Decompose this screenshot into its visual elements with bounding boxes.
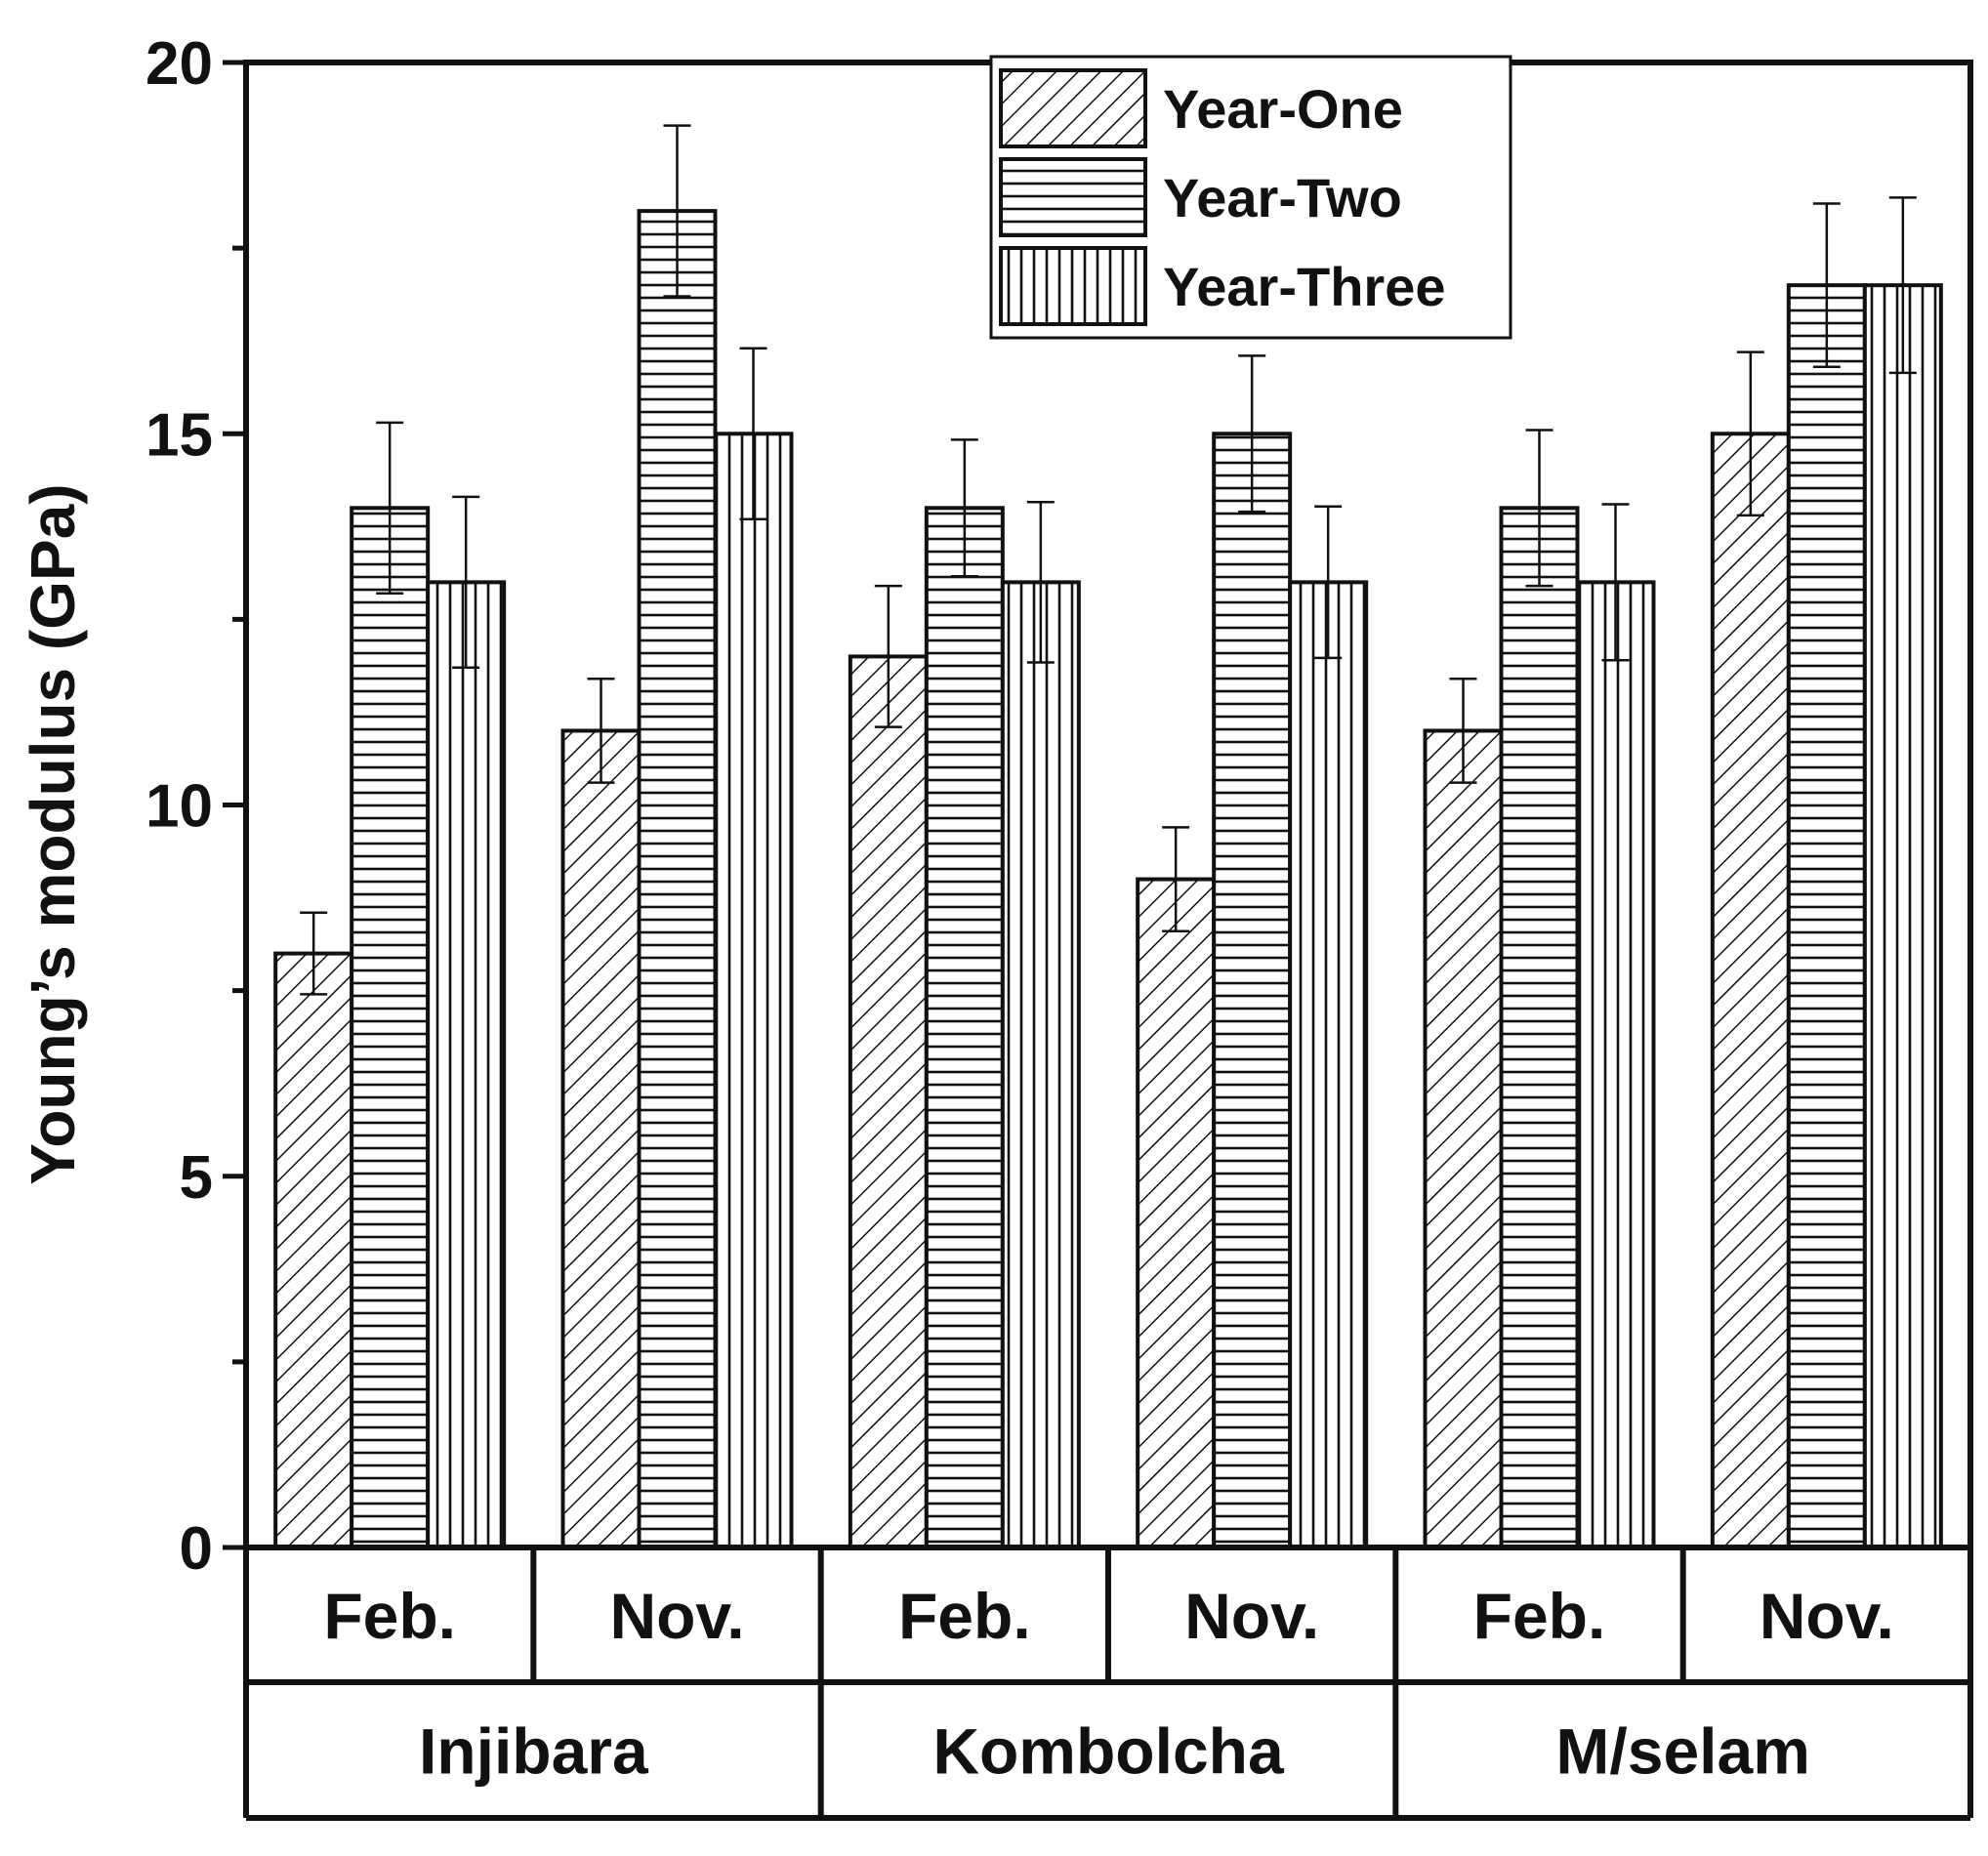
bar-year-one-2 [848,654,929,1549]
y-tick-label: 0 [180,1515,213,1583]
y-tick-label: 20 [145,30,213,98]
x-category-label: Feb. [898,1580,1031,1652]
y-tick-label: 10 [145,773,213,841]
x-category-label: Nov. [1760,1580,1894,1652]
bar-year-three-2 [1000,580,1081,1549]
bar-year-three-1 [713,432,794,1549]
bar-year-two-4 [1499,506,1580,1549]
legend-label-year-three: Year-Three [1163,256,1446,317]
bar-year-three-0 [426,580,507,1549]
bar-year-one-3 [1136,877,1217,1549]
bar-year-one-0 [273,951,354,1549]
x-group-label: Injibara [419,1715,649,1788]
x-category-label: Feb. [323,1580,456,1652]
legend-swatch-year-two [999,157,1147,237]
bar-year-two-5 [1786,283,1867,1549]
bar-year-two-0 [350,506,431,1549]
x-group-label: M/selam [1555,1715,1809,1788]
x-category-label: Nov. [609,1580,744,1652]
bar-year-two-2 [924,506,1005,1549]
x-group-label: Kombolcha [932,1715,1285,1788]
bars-layer [273,209,1943,1550]
y-axis-label: Young’s modulus (GPa) [18,483,88,1184]
bar-year-one-4 [1423,728,1504,1549]
y-tick-label: 15 [145,401,213,469]
legend-label-year-two: Year-Two [1163,167,1402,228]
y-tick-label: 5 [180,1144,213,1212]
legend-label-year-one: Year-One [1163,78,1403,140]
error-bars-layer [300,124,1917,996]
legend-swatch-year-three [999,246,1147,326]
bar-year-two-3 [1212,432,1293,1549]
bar-year-two-1 [637,209,718,1550]
y-axis: 0 5 10 15 20 [145,30,246,1583]
x-category-label: Feb. [1473,1580,1606,1652]
bar-year-three-5 [1862,283,1943,1549]
bar-year-one-1 [560,728,642,1549]
category-table: Feb. Nov. Feb. Nov. Feb. Nov. Injibara Kombolch… [243,1547,1973,1821]
bar-year-three-4 [1575,580,1656,1549]
bar-year-one-5 [1710,432,1791,1549]
x-category-label: Nov. [1184,1580,1319,1652]
legend-swatch-year-one [999,68,1147,148]
legend: Year-One Year-Two Year-Three [989,55,1512,340]
bar-year-three-3 [1288,580,1369,1549]
